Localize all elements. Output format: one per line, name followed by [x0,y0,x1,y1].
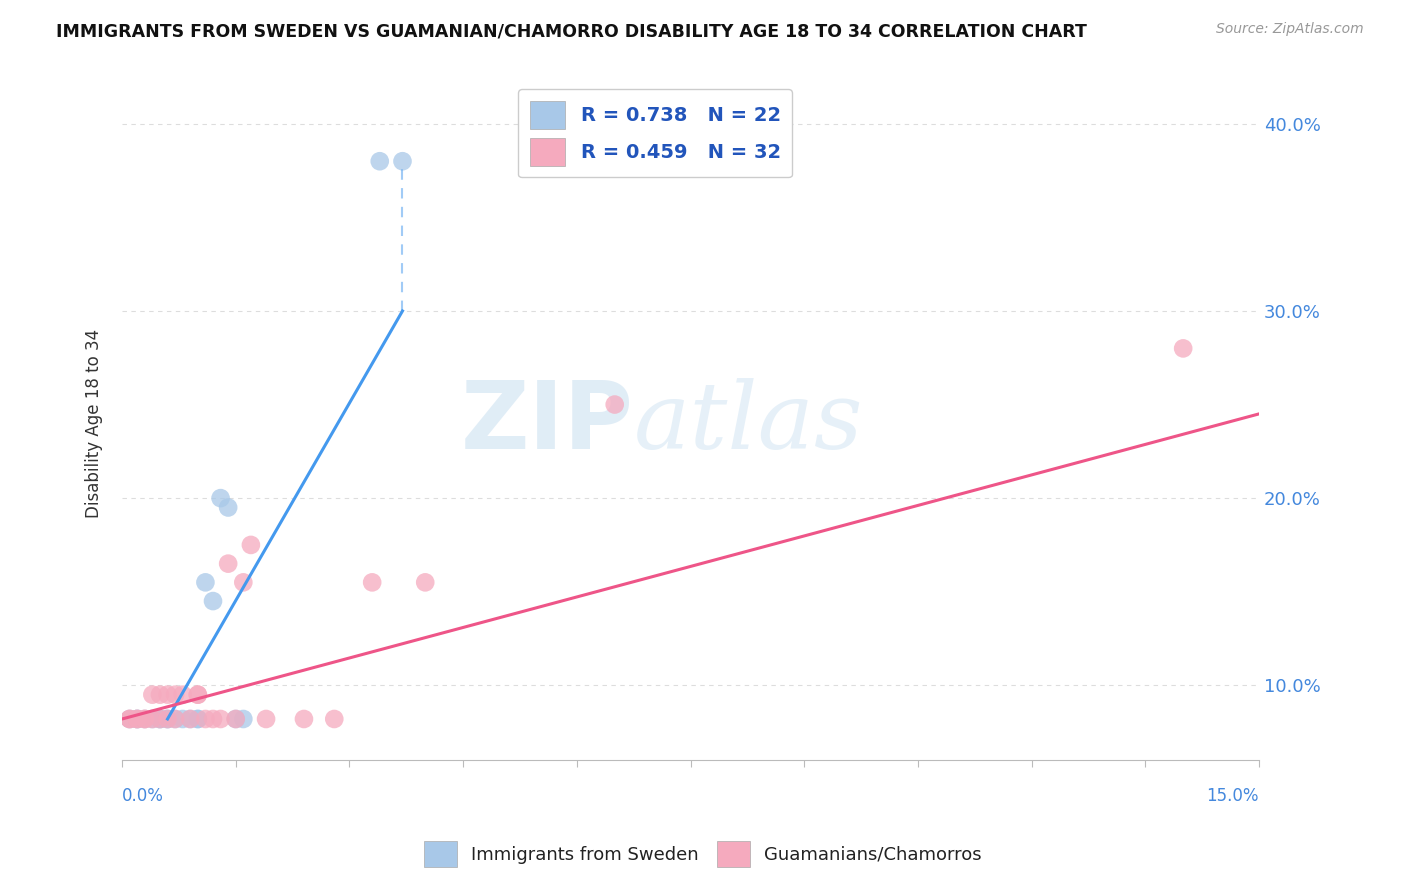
Point [165,712,187,726]
Point [134,712,156,726]
Point [254,712,277,726]
Text: IMMIGRANTS FROM SWEDEN VS GUAMANIAN/CHAMORRO DISABILITY AGE 18 TO 34 CORRELATION: IMMIGRANTS FROM SWEDEN VS GUAMANIAN/CHAM… [56,22,1087,40]
Point [187,688,209,702]
Point [217,500,239,515]
Point [118,712,141,726]
Point [209,712,232,726]
Point [201,712,224,726]
Point [156,712,179,726]
Point [179,712,201,726]
Point [172,688,194,702]
Point [172,712,194,726]
Point [603,398,626,412]
Legend: Immigrants from Sweden, Guamanians/Chamorros: Immigrants from Sweden, Guamanians/Chamo… [418,834,988,874]
Point [194,712,217,726]
Point [179,712,201,726]
Point [134,712,156,726]
Point [232,712,254,726]
Point [187,688,209,702]
Point [127,712,149,726]
Text: 0.0%: 0.0% [122,787,165,805]
Point [217,557,239,571]
Point [141,688,163,702]
Y-axis label: Disability Age 18 to 34: Disability Age 18 to 34 [86,328,103,518]
Point [239,538,262,552]
Point [209,491,232,505]
Point [413,575,436,590]
Point [201,594,224,608]
Point [368,154,391,169]
Text: atlas: atlas [634,378,863,468]
Point [225,712,247,726]
Point [118,712,141,726]
Point [323,712,346,726]
Point [134,712,156,726]
Text: Source: ZipAtlas.com: Source: ZipAtlas.com [1216,22,1364,37]
Point [1173,342,1195,356]
Point [165,688,187,702]
Legend: R = 0.738   N = 22, R = 0.459   N = 32: R = 0.738 N = 22, R = 0.459 N = 32 [519,89,793,178]
Point [156,712,179,726]
Point [127,712,149,726]
Text: ZIP: ZIP [461,377,634,469]
Point [149,712,172,726]
Point [187,712,209,726]
Point [156,688,179,702]
Point [187,712,209,726]
Point [361,575,384,590]
Point [118,712,141,726]
Point [141,712,163,726]
Point [194,575,217,590]
Point [127,712,149,726]
Point [232,575,254,590]
Point [156,712,179,726]
Point [391,154,413,169]
Point [225,712,247,726]
Point [141,712,163,726]
Point [149,688,172,702]
Point [149,712,172,726]
Point [292,712,315,726]
Point [165,712,187,726]
Text: 15.0%: 15.0% [1206,787,1258,805]
Point [149,712,172,726]
Point [127,712,149,726]
